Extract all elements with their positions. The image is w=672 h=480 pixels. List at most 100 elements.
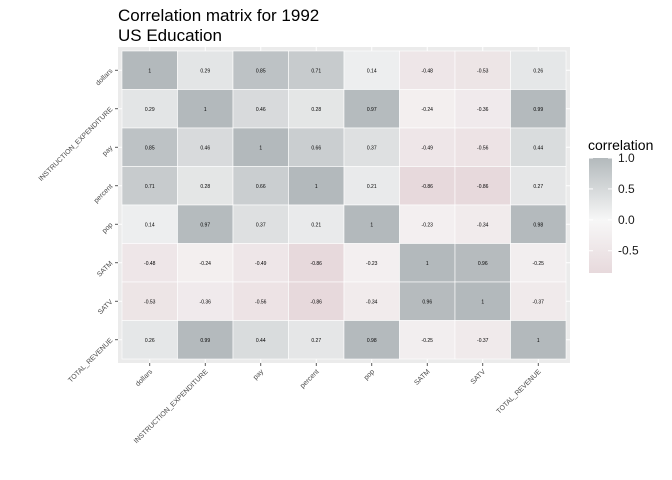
heatmap-cell-SATV-TOTAL_REVENUE [510,281,567,321]
y-tick-label-TOTAL_REVENUE: TOTAL_REVENUE [67,337,114,384]
y-tick-label-percent: percent [93,183,114,204]
heatmap-cell-INSTRUCTION_EXPENDITURE-SATV [454,89,511,129]
x-tick-label-SATM: SATM [413,368,431,386]
cell-value-label: -0.24 [200,261,212,267]
cell-value-label: 1 [426,261,429,267]
cell-value-label: 0.21 [367,184,377,190]
cell-value-label: 0.37 [256,222,266,228]
cell-value-label: 0.29 [200,68,210,74]
cell-value-label: 1 [537,338,540,344]
heatmap-cell-SATV-SATV [454,281,511,321]
cell-value-label: 0.46 [200,145,210,151]
heatmap-cell-percent-SATV [454,166,511,206]
heatmap-cell-pop-INSTRUCTION_EXPENDITURE [177,204,234,244]
heatmap-cell-pop-dollars [121,204,178,244]
heatmap-cell-pop-SATV [454,204,511,244]
cell-value-label: 1 [148,68,151,74]
cell-value-label: -0.56 [477,145,489,151]
heatmap-cell-SATM-percent [288,243,345,283]
legend-ticks: 1.0 0.5 0.0 -0.5 [589,151,639,258]
cell-value-label: -0.36 [477,107,489,113]
heatmap-cell-dollars-INSTRUCTION_EXPENDITURE [177,50,234,90]
cell-value-label: 0.44 [533,145,543,151]
cell-value-label: 0.29 [145,107,155,113]
heatmap-cell-INSTRUCTION_EXPENDITURE-INSTRUCTION_EXPENDITURE [177,89,234,129]
heatmap-cell-pay-pop [343,127,400,167]
heatmap-cell-percent-SATM [399,166,456,206]
cell-value-label: 0.97 [200,222,210,228]
heatmap-cell-percent-pay [232,166,289,206]
heatmap-cell-INSTRUCTION_EXPENDITURE-SATM [399,89,456,129]
cell-value-label: 0.46 [256,107,266,113]
heatmap-cell-SATM-SATV [454,243,511,283]
heatmap-cell-percent-percent [288,166,345,206]
cell-value-label: -0.34 [366,299,378,305]
y-tick-label-pop: pop [101,222,114,235]
cell-value-label: -0.53 [144,299,156,305]
y-tick-label-pay: pay [101,144,114,157]
cell-value-label: 0.98 [367,338,377,344]
heatmap-cell-SATM-TOTAL_REVENUE [510,243,567,283]
x-tick-label-SATV: SATV [470,368,488,386]
cell-value-label: 0.26 [145,338,155,344]
cell-value-label: 0.66 [256,184,266,190]
heatmap-cell-dollars-TOTAL_REVENUE [510,50,567,90]
y-tick-label-SATM: SATM [96,260,114,278]
cell-value-label: -0.49 [255,261,267,267]
heatmap-cell-dollars-pop [343,50,400,90]
cell-value-label: 1 [204,107,207,113]
heatmap-cell-SATV-INSTRUCTION_EXPENDITURE [177,281,234,321]
cell-value-label: -0.48 [422,68,434,74]
cell-value-label: -0.25 [422,338,434,344]
heatmap-cell-TOTAL_REVENUE-pay [232,320,289,360]
heatmap-cell-pop-TOTAL_REVENUE [510,204,567,244]
cell-value-label: -0.86 [311,261,323,267]
heatmap-cell-dollars-dollars [121,50,178,90]
cell-value-label: 0.27 [311,338,321,344]
cell-value-label: 0.28 [311,107,321,113]
cell-value-label: -0.36 [200,299,212,305]
chart-title-line-1: Correlation matrix for 1992 [118,6,319,25]
cell-value-label: 0.98 [533,222,543,228]
cell-value-label: 0.99 [200,338,210,344]
heatmap-cell-percent-dollars [121,166,178,206]
heatmap-cell-TOTAL_REVENUE-SATM [399,320,456,360]
legend-tick-label: 0.0 [618,213,635,227]
heatmap-cell-INSTRUCTION_EXPENDITURE-pay [232,89,289,129]
cell-value-label: 0.26 [533,68,543,74]
cell-value-label: -0.24 [422,107,434,113]
cell-value-label: 0.66 [311,145,321,151]
cell-value-label: 0.71 [145,184,155,190]
x-tick-label-dollars: dollars [135,368,155,388]
cell-value-label: -0.56 [255,299,267,305]
cell-value-label: -0.86 [477,184,489,190]
cell-value-label: -0.23 [422,222,434,228]
heatmap-cell-pay-TOTAL_REVENUE [510,127,567,167]
heatmap-cell-TOTAL_REVENUE-pop [343,320,400,360]
legend-title: correlation [588,137,653,153]
heatmap-cell-SATM-SATM [399,243,456,283]
x-tick-label-TOTAL_REVENUE: TOTAL_REVENUE [496,368,543,415]
heatmap-cell-INSTRUCTION_EXPENDITURE-TOTAL_REVENUE [510,89,567,129]
heatmap-cell-dollars-pay [232,50,289,90]
heatmap-cell-SATV-SATM [399,281,456,321]
cell-value-label: 0.27 [533,184,543,190]
heatmap-cell-TOTAL_REVENUE-INSTRUCTION_EXPENDITURE [177,320,234,360]
cell-value-label: 0.85 [145,145,155,151]
legend: correlation 1.0 0.5 0.0 -0.5 [588,137,653,273]
heatmap-cell-TOTAL_REVENUE-dollars [121,320,178,360]
cell-value-label: 0.44 [256,338,266,344]
cell-value-label: 0.97 [367,107,377,113]
chart-title-line-2: US Education [118,26,222,45]
heatmap-cell-SATV-dollars [121,281,178,321]
cell-value-label: 0.21 [311,222,321,228]
cell-value-label: -0.37 [477,338,489,344]
heatmap-cell-dollars-SATV [454,50,511,90]
cell-value-label: 0.85 [256,68,266,74]
legend-tick-label: 1.0 [618,151,635,165]
cell-value-label: -0.48 [144,261,156,267]
heatmap-cell-pay-SATV [454,127,511,167]
cell-value-label: 1 [481,299,484,305]
